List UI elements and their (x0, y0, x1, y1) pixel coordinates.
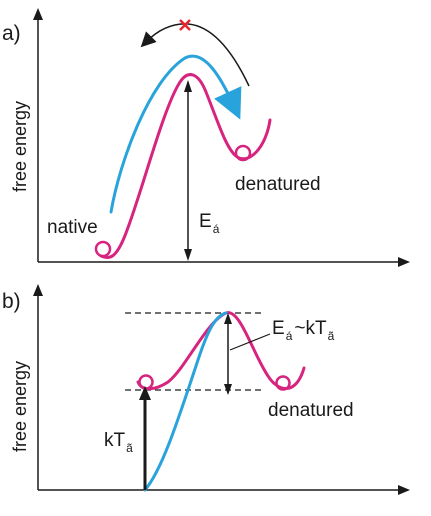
panel-b-barrier-leader (229, 333, 271, 351)
panel-b-barrier-arrowhead-top (224, 313, 232, 324)
panel-b-x-arrowhead (398, 485, 410, 495)
panel-b-label: b) (2, 290, 21, 313)
panel-a-energy-curve (99, 73, 272, 260)
panel-b: b) free energy Eá ~kTã kTã denatured (2, 284, 410, 495)
panel-b-perturbed-curve (143, 311, 228, 492)
panel-a-native-label: native (47, 217, 98, 238)
panel-a-reverse-path-arrow (140, 23, 250, 87)
blocked-x-icon (179, 19, 191, 31)
panel-b-thermal-label: kTã (104, 430, 133, 455)
panel-b-barrier-arrowhead-bottom (224, 384, 232, 395)
panel-b-native-state (138, 374, 154, 390)
panel-a-barrier-arrowhead-top (184, 80, 192, 92)
panel-a-native-state (94, 240, 112, 258)
panel-b-axes (33, 284, 410, 495)
panel-a-barrier-arrowhead-bottom (184, 249, 192, 261)
panel-b-y-arrowhead (33, 284, 43, 296)
panel-a-y-arrowhead (33, 8, 43, 20)
panel-a-y-axis-label: free energy (10, 101, 30, 192)
panel-b-y-axis-label: free energy (10, 361, 30, 452)
panel-b-denatured-state (275, 375, 291, 391)
panel-b-denatured-label: denatured (268, 400, 354, 421)
panel-a-x-arrowhead (398, 257, 410, 267)
panel-a-barrier-label: Eá (199, 211, 220, 236)
panel-a: a) free energy native denatured Eá (2, 8, 410, 267)
panel-a-label: a) (2, 22, 21, 45)
panel-a-axes (33, 8, 410, 267)
panel-a-denatured-label: denatured (235, 174, 321, 195)
panel-b-barrier-label: Eá ~kTã (272, 318, 335, 343)
panel-a-perturbed-curve (109, 54, 242, 214)
panel-b-thermal-arrowhead (139, 386, 151, 400)
panel-a-denatured-state (234, 144, 252, 162)
